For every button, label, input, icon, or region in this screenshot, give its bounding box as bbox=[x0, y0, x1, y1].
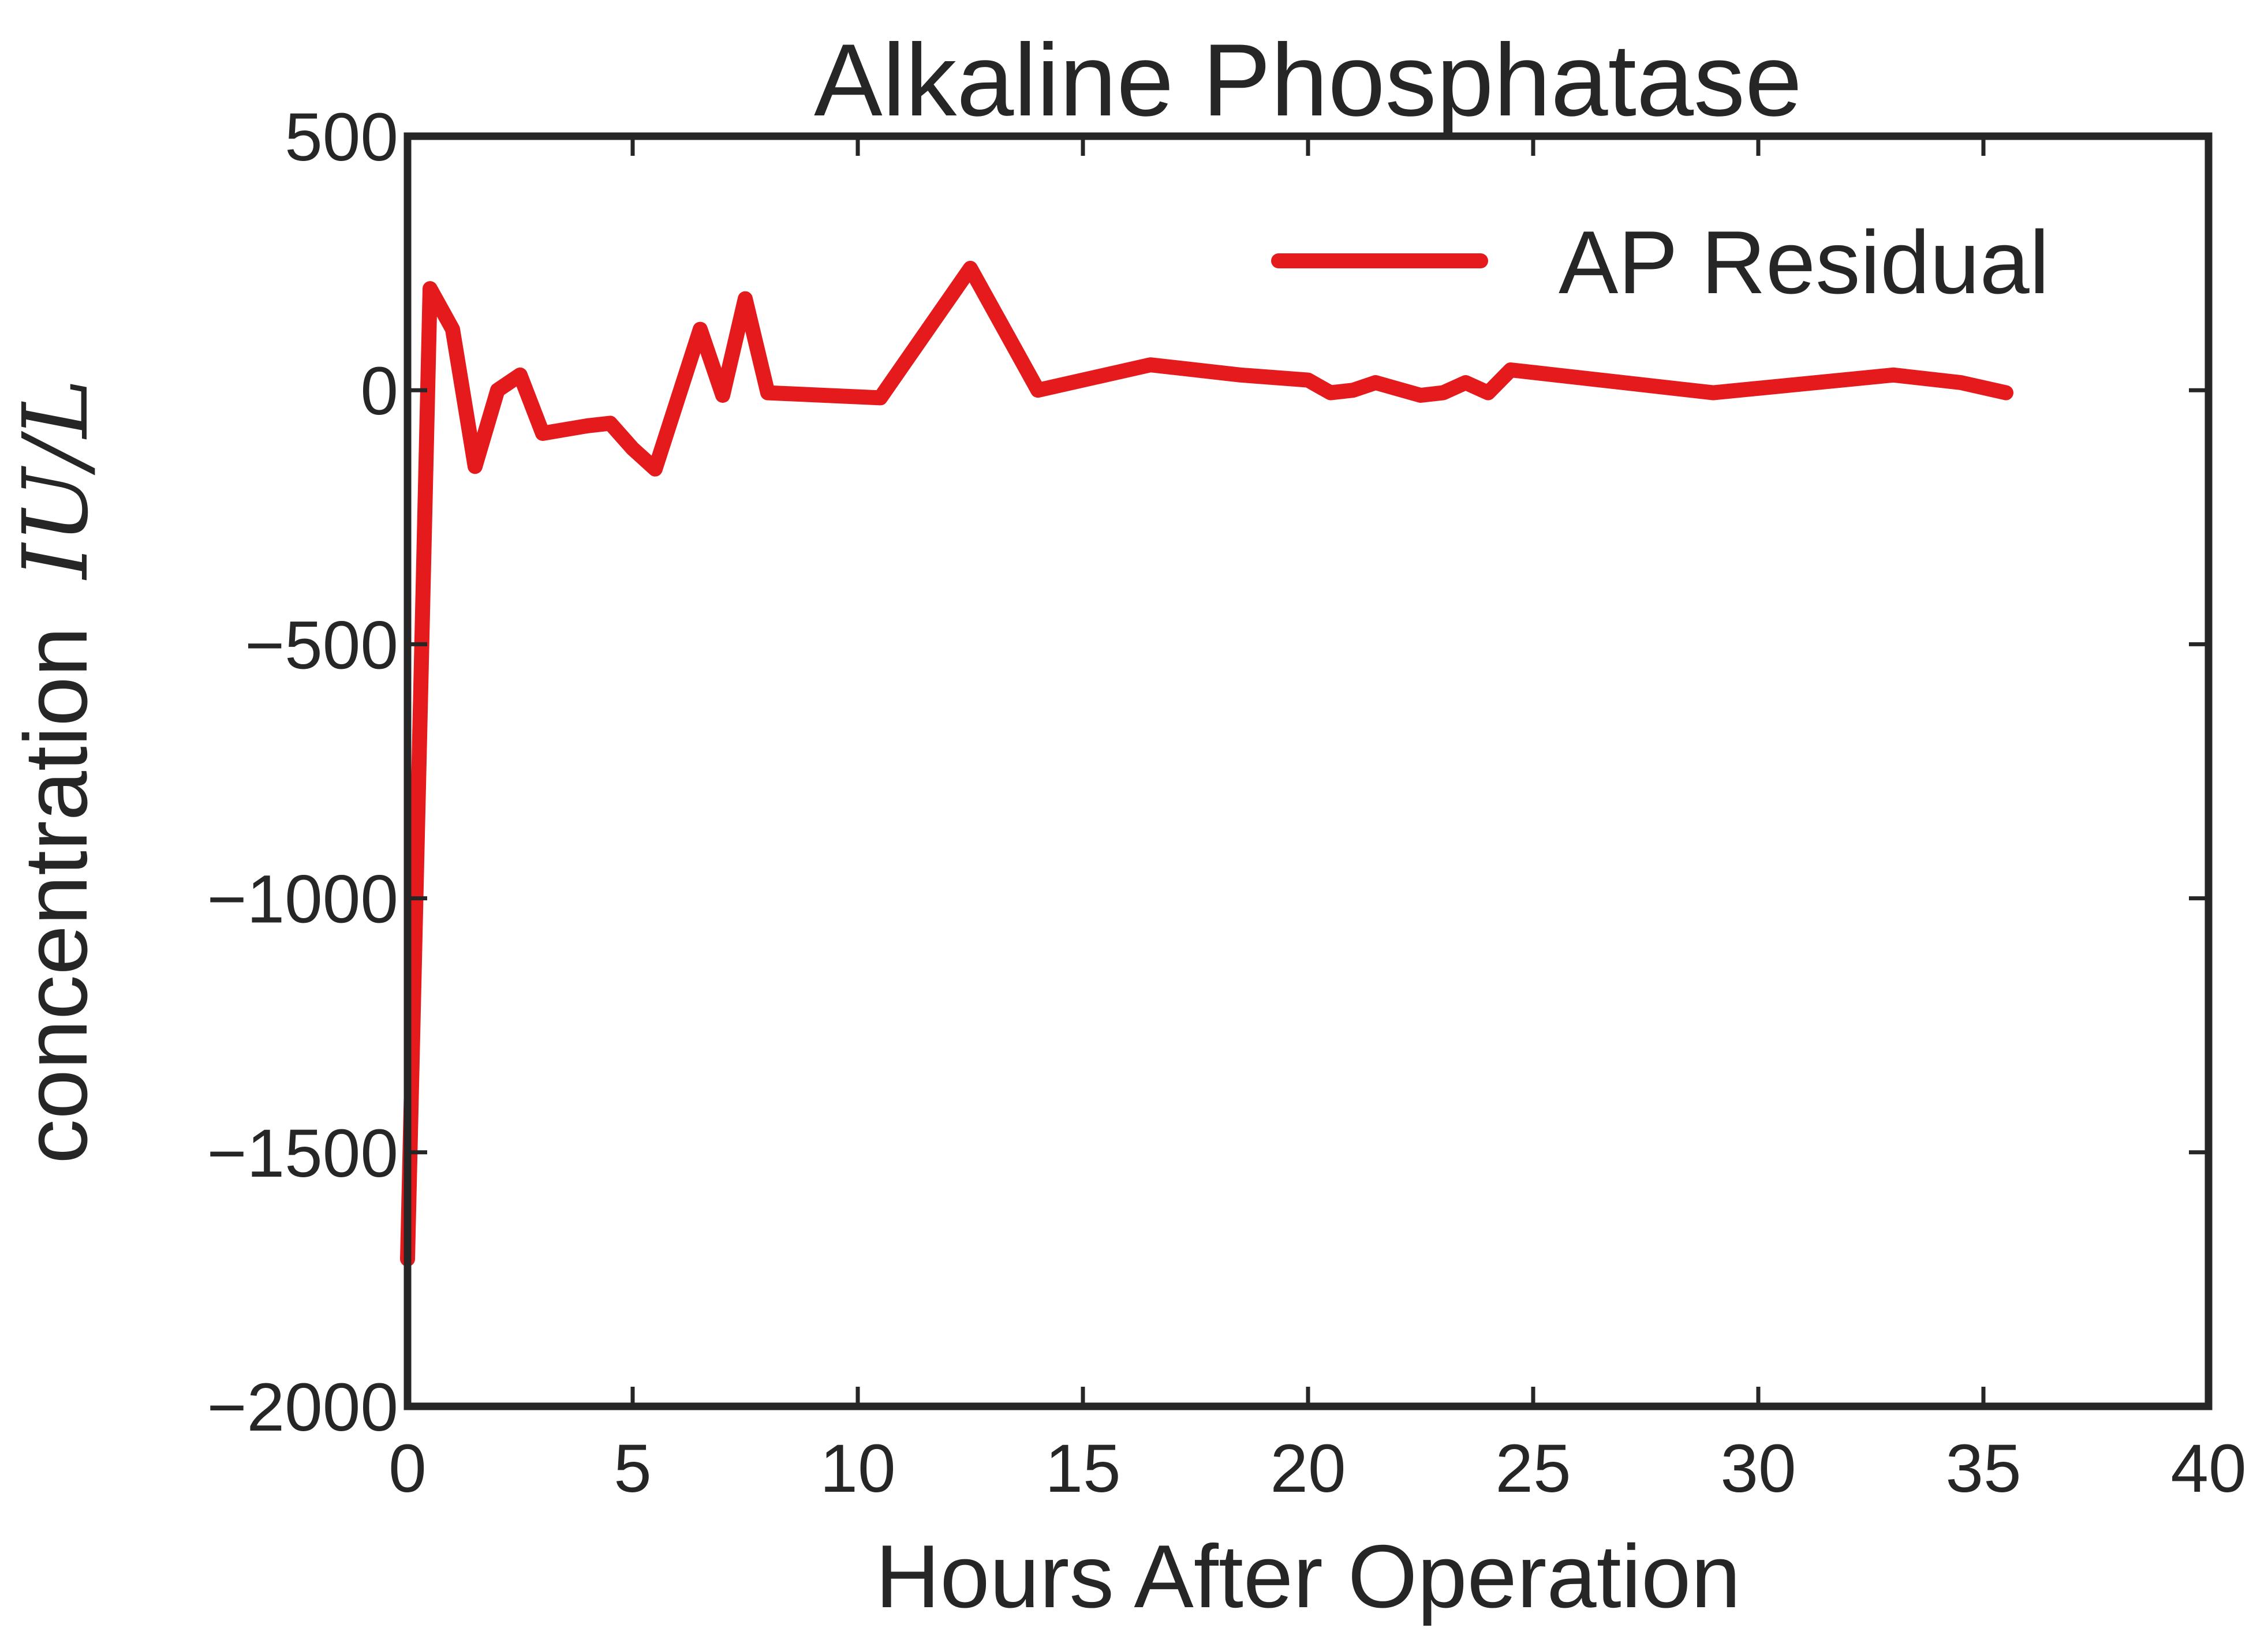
x-tick-label: 35 bbox=[1945, 1431, 2021, 1507]
legend: AP Residual bbox=[1271, 212, 2049, 312]
y-tick-label: −2000 bbox=[207, 1369, 398, 1446]
x-axis-ticks: 0 5 10 15 20 25 30 35 40 bbox=[388, 136, 2247, 1507]
x-tick-label: 30 bbox=[1720, 1431, 1796, 1507]
x-tick-label: 0 bbox=[388, 1431, 427, 1507]
y-tick-label: −1500 bbox=[207, 1116, 398, 1192]
chart-title: Alkaline Phosphatase bbox=[814, 23, 1802, 137]
series-line-ap-residual bbox=[400, 260, 2013, 1267]
x-tick-label: 25 bbox=[1495, 1431, 1571, 1507]
legend-label-ap-residual: AP Residual bbox=[1559, 212, 2049, 312]
y-tick-label: −500 bbox=[245, 607, 398, 683]
y-axis-ticks: 500 0 −500 −1000 −1500 −2000 bbox=[207, 99, 2209, 1446]
x-tick-label: 10 bbox=[820, 1431, 895, 1507]
plot-area bbox=[400, 260, 2013, 1267]
y-tick-label: −1000 bbox=[207, 862, 398, 938]
y-tick-label: 500 bbox=[285, 99, 398, 175]
y-axis-label: concentration IU/L bbox=[3, 379, 108, 1164]
x-tick-label: 40 bbox=[2170, 1431, 2246, 1507]
x-tick-label: 5 bbox=[614, 1431, 652, 1507]
y-axis-label-unit: IU/L bbox=[3, 379, 108, 581]
y-tick-label: 0 bbox=[360, 353, 398, 429]
x-tick-label: 15 bbox=[1045, 1431, 1120, 1507]
x-axis-label: Hours After Operation bbox=[875, 1526, 1740, 1626]
y-axis-label-text: concentration bbox=[6, 627, 106, 1164]
x-tick-label: 20 bbox=[1270, 1431, 1346, 1507]
